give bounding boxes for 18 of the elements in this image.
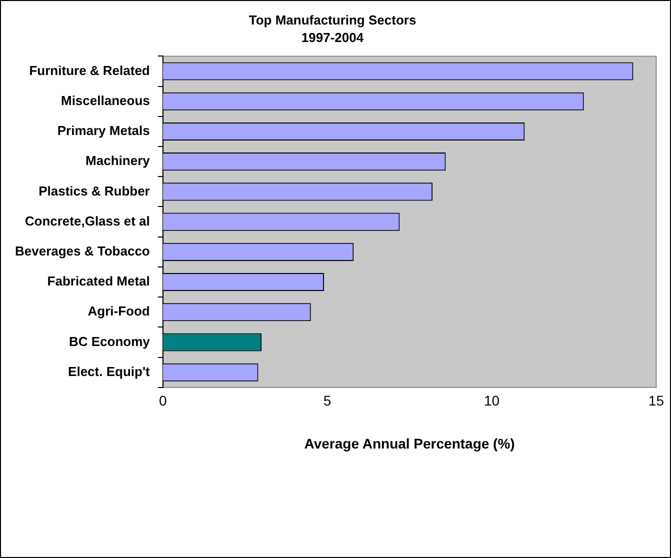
y-tick-label: Elect. Equip't: [68, 364, 151, 379]
y-tick-label: Furniture & Related: [29, 62, 150, 78]
x-axis-title: Average Annual Percentage (%): [304, 435, 515, 452]
y-tick-label: Primary Metals: [57, 123, 150, 138]
y-tick-label: Agri-Food: [88, 304, 150, 319]
x-tick-label: 5: [323, 392, 332, 409]
y-tick-label: Machinery: [86, 153, 151, 168]
y-tick-label: BC Economy: [68, 334, 151, 349]
x-tick-label: 15: [648, 392, 664, 409]
y-tick-label: Concrete,Glass et al: [24, 213, 150, 228]
x-tick-label: 10: [484, 392, 500, 409]
x-tick-label: 0: [158, 392, 167, 409]
y-tick-label: Fabricated Metal: [47, 274, 150, 289]
chart-title: Top Manufacturing Sectors: [248, 12, 416, 28]
y-tick-label: Plastics & Rubber: [38, 183, 150, 198]
y-tick-label: Beverages & Tobacco: [14, 243, 150, 258]
chart-subtitle: 1997-2004: [301, 30, 364, 45]
y-tick-label: Miscellaneous: [60, 92, 150, 108]
